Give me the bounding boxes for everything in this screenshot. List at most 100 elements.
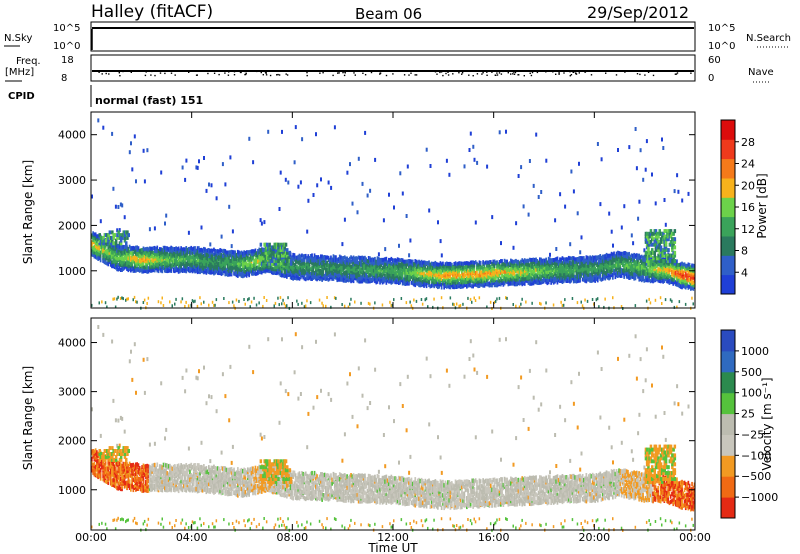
power-cell: [311, 258, 313, 263]
power-cell: [555, 261, 557, 266]
power-cell: [355, 260, 357, 265]
power-cell: [511, 268, 513, 273]
power-cell: [437, 265, 439, 270]
power-cell: [291, 255, 293, 260]
power-cell: [596, 275, 599, 280]
power-cell: [613, 251, 615, 256]
power-cell: [103, 257, 106, 262]
nave-point: [678, 70, 680, 72]
power-cell: [403, 259, 405, 264]
power-cell: [476, 265, 478, 270]
power-cell: [388, 278, 390, 283]
power-cell: [148, 250, 151, 255]
power-cell: [162, 248, 165, 253]
power-cell: [506, 271, 508, 276]
power-cell: [588, 260, 590, 265]
power-cell: [343, 270, 346, 275]
power-clutter: [564, 298, 566, 302]
power-cell: [433, 284, 435, 289]
power-scatter: [377, 252, 380, 257]
power-cell: [493, 267, 496, 272]
power-cell: [375, 269, 378, 274]
power-cell: [377, 256, 380, 261]
power-cell: [190, 258, 193, 263]
power-cell: [396, 274, 399, 279]
power-cell: [400, 258, 403, 262]
power-cell: [288, 267, 291, 272]
power-cell: [375, 265, 378, 270]
power-scatter: [205, 188, 208, 193]
power-cell: [336, 276, 339, 281]
power-cell: [376, 274, 379, 279]
power-cell: [570, 269, 573, 274]
power-cell: [374, 271, 376, 276]
power-clutter: [409, 300, 411, 304]
power-cell: [492, 261, 495, 266]
power-scatter: [196, 165, 199, 170]
power-scatter: [437, 220, 439, 225]
power-clutter: [350, 297, 352, 301]
power-cell: [283, 270, 286, 274]
power-clutter: [247, 298, 249, 302]
power-cell: [327, 255, 330, 260]
power-cell: [283, 274, 286, 279]
power-cell: [203, 254, 205, 258]
power-clutter: [136, 300, 138, 304]
power-cell: [218, 261, 220, 266]
power-cell: [430, 265, 433, 270]
power-scatter: [486, 164, 489, 169]
power-cell: [240, 258, 243, 263]
power-cell: [167, 247, 170, 252]
power-cell: [567, 259, 570, 264]
power-cell: [396, 264, 399, 269]
nave-point: [256, 70, 258, 73]
power-cell: [391, 258, 394, 263]
power-cell: [463, 283, 466, 288]
power-scatter: [187, 230, 190, 235]
power-clutter: [540, 302, 542, 306]
power-cell: [413, 273, 415, 278]
power-heatmap: [91, 118, 696, 310]
power-cell: [255, 260, 258, 265]
power-cell: [450, 267, 453, 272]
power-clutter: [116, 297, 118, 301]
power-cell: [576, 257, 579, 261]
power-cell: [588, 269, 590, 273]
power-cell: [398, 257, 400, 262]
power-cell: [591, 266, 594, 271]
power-cell: [443, 282, 445, 287]
power-cell: [458, 261, 461, 266]
power-cell: [117, 263, 120, 268]
power-cell: [252, 269, 254, 273]
power-cell: [109, 251, 112, 256]
power-cell: [501, 272, 503, 277]
power-cell: [449, 270, 452, 275]
power-cell: [357, 261, 360, 265]
power-cell: [483, 283, 486, 288]
power-cell: [245, 256, 248, 261]
power-cell: [108, 257, 111, 261]
power-clutter: [249, 305, 251, 309]
power-cell: [565, 277, 568, 282]
power-cell: [253, 266, 255, 271]
power-cell: [527, 275, 530, 280]
nave-point: [332, 74, 334, 77]
power-cell: [195, 259, 198, 264]
power-cell: [194, 257, 196, 262]
power-clutter: [424, 298, 426, 302]
power-cell: [511, 259, 513, 264]
power-cell: [302, 260, 305, 265]
power-cell: [599, 266, 602, 271]
power-cell: [259, 252, 262, 257]
power-cell: [551, 263, 554, 268]
power-cell: [507, 267, 510, 272]
power-cell: [542, 272, 545, 277]
power-cell: [306, 256, 308, 261]
power-cell: [93, 236, 96, 241]
power-cell: [421, 275, 424, 279]
power-cell: [201, 269, 204, 274]
power-cell: [622, 259, 624, 264]
power-cell: [96, 241, 98, 246]
power-clutter: [381, 303, 384, 307]
power-scatter: [393, 205, 395, 210]
